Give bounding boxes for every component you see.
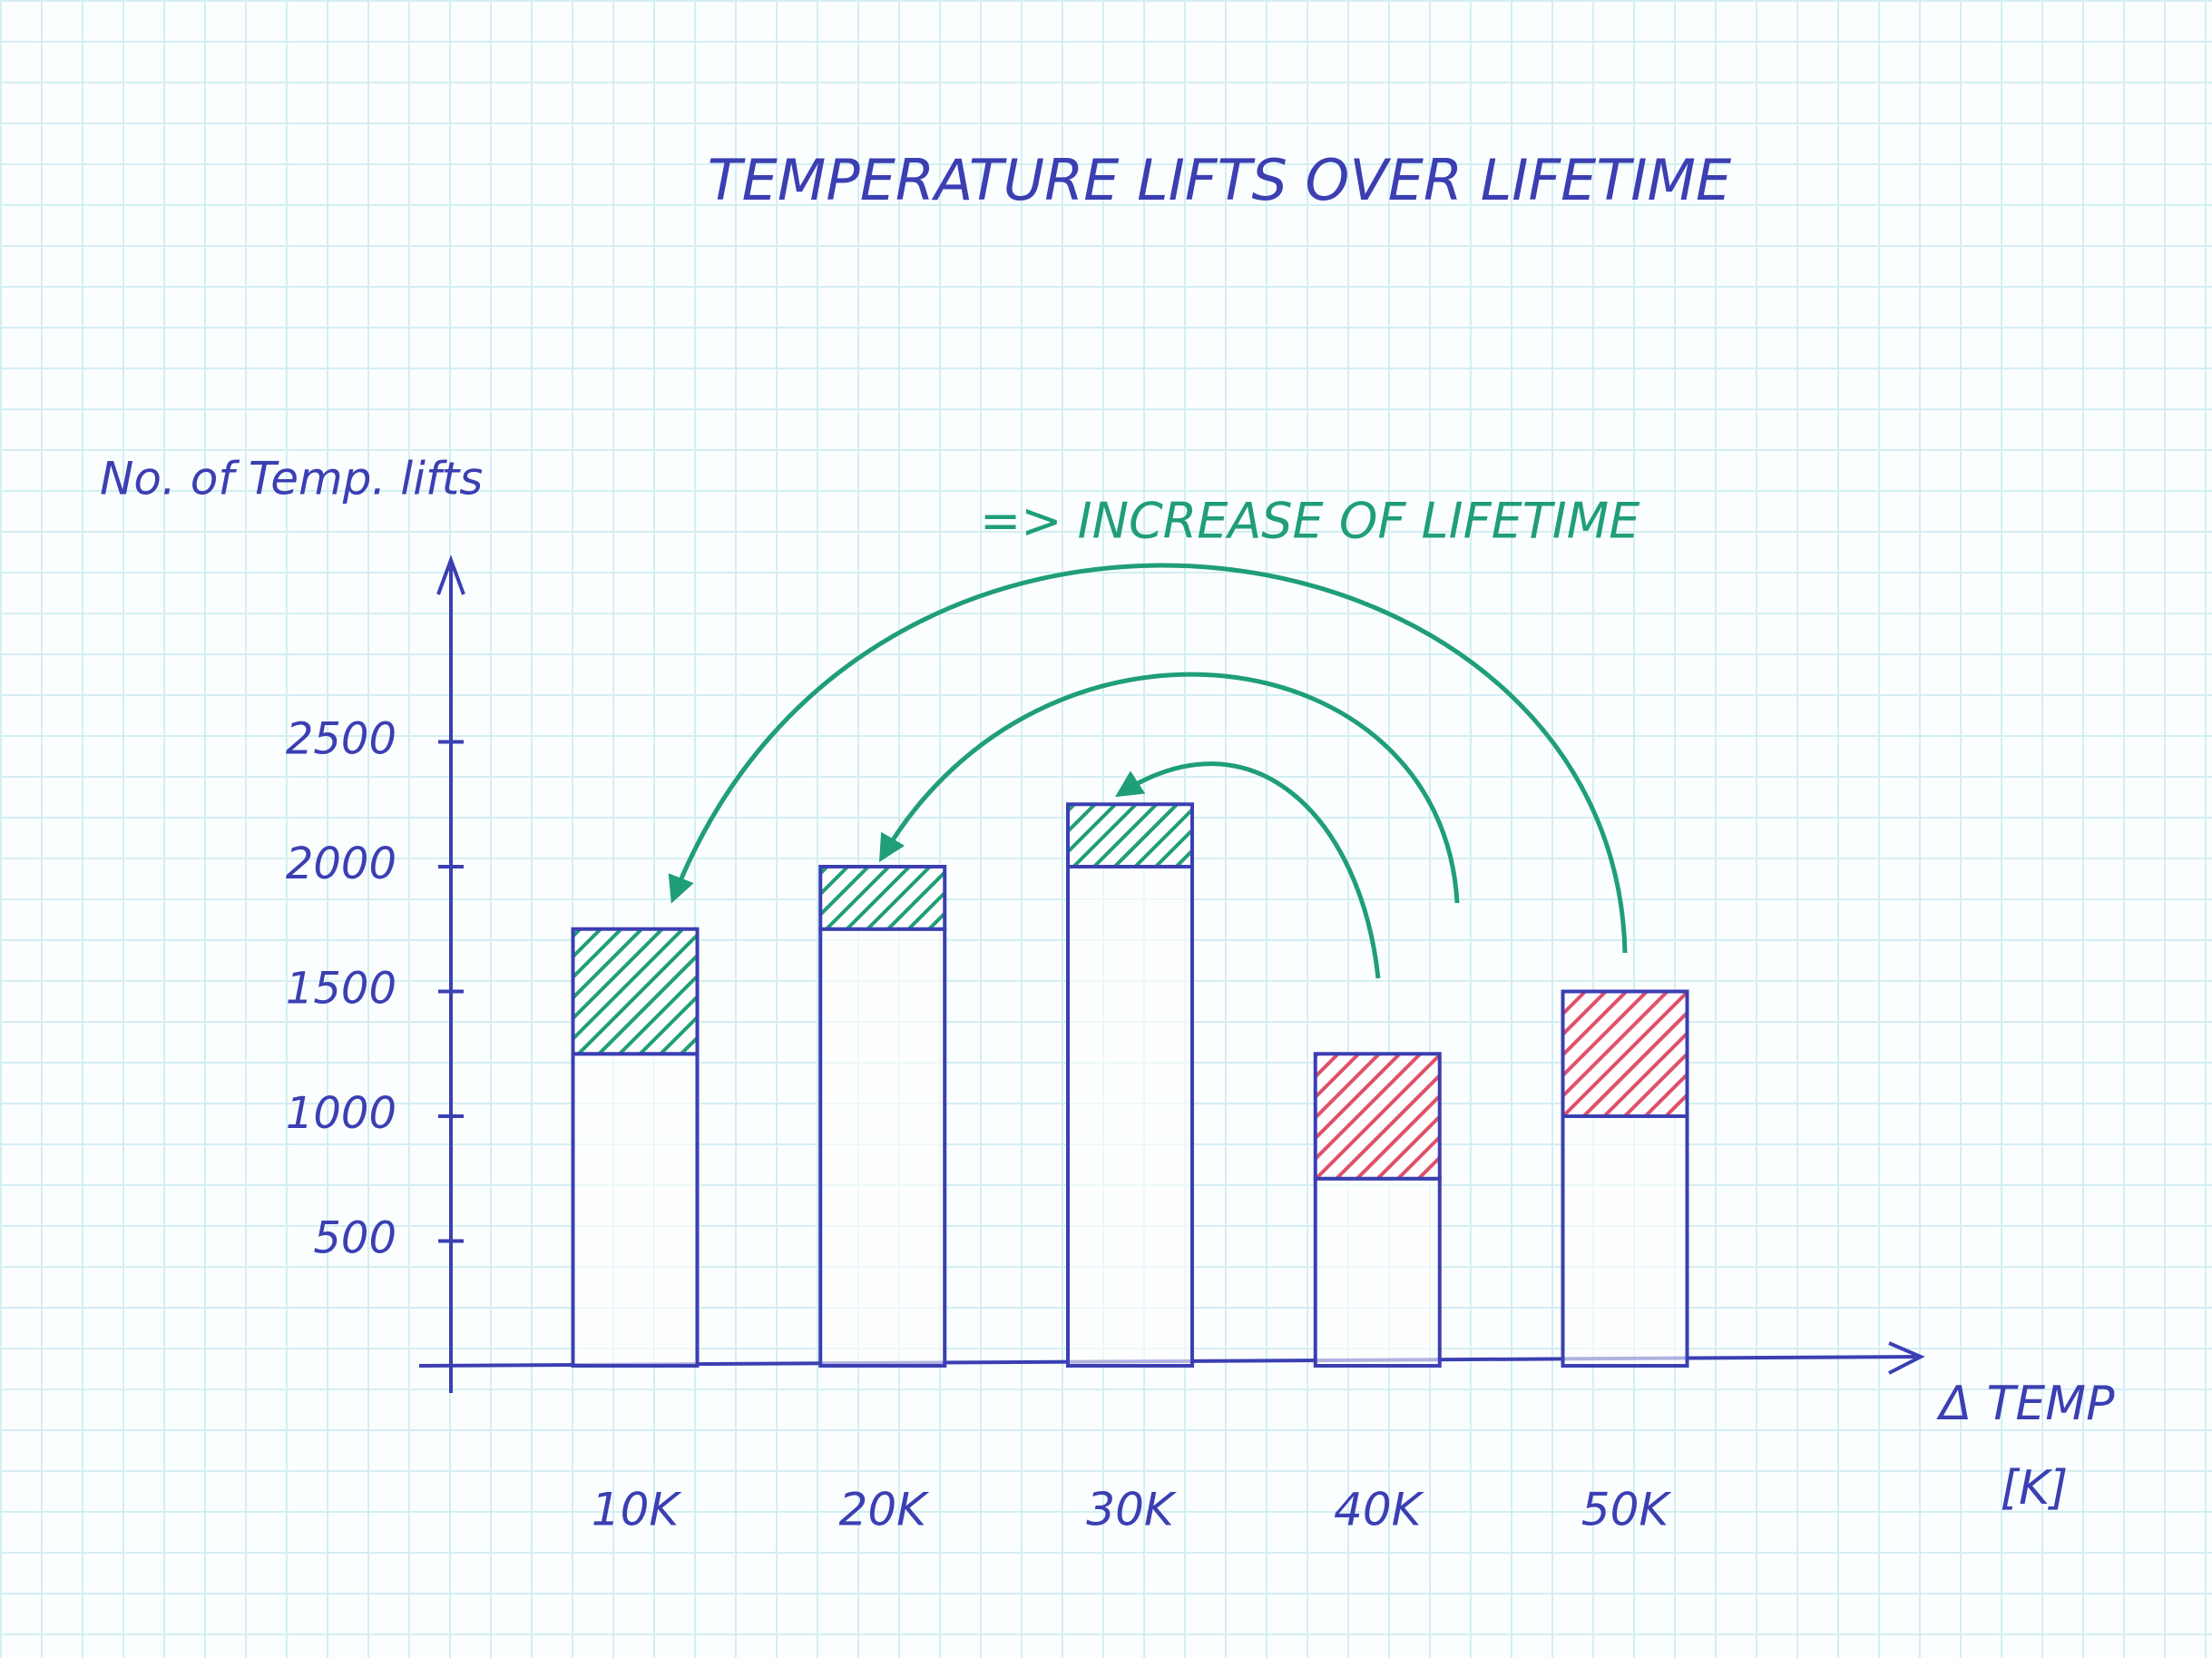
hatched-segment xyxy=(571,927,700,1056)
hatched-segment xyxy=(1066,802,1194,868)
hatched-segment xyxy=(1561,989,1689,1118)
y-tick-label: 500 xyxy=(313,1213,396,1264)
arrow xyxy=(878,672,1460,904)
arrow xyxy=(668,563,1628,954)
arrow xyxy=(1114,761,1381,979)
x-tick-label: 30K xyxy=(1086,1484,1178,1536)
bar xyxy=(1066,865,1194,1368)
bar xyxy=(1313,1176,1442,1368)
bar xyxy=(1561,1114,1689,1368)
y-tick-label: 1500 xyxy=(286,964,396,1015)
chart-title: TEMPERATURE LIFTS OVER LIFETIME xyxy=(708,147,1732,213)
arrows xyxy=(668,563,1628,979)
annotation: => INCREASE OF LIFETIME xyxy=(980,493,1640,550)
x-axis-arrow xyxy=(1888,1341,1925,1375)
x-tick-label: 10K xyxy=(592,1484,683,1536)
bar xyxy=(571,1052,700,1368)
y-tick-label: 2000 xyxy=(286,839,396,889)
x-tick-label: 50K xyxy=(1581,1484,1673,1536)
hatched-segment xyxy=(818,865,947,931)
x-tick-label: 20K xyxy=(839,1484,931,1536)
hatched-segment xyxy=(1313,1052,1442,1181)
y-tick-label: 1000 xyxy=(286,1088,396,1139)
x-tick-label: 40K xyxy=(1334,1484,1425,1536)
y-axis-arrow xyxy=(436,554,465,595)
y-axis-label: No. of Temp. lifts xyxy=(100,453,483,505)
bar xyxy=(818,927,947,1368)
y-tick-label: 2500 xyxy=(286,714,396,765)
x-axis-label: Δ TEMP xyxy=(1936,1377,2116,1431)
x-axis-label: [K] xyxy=(2001,1461,2069,1516)
